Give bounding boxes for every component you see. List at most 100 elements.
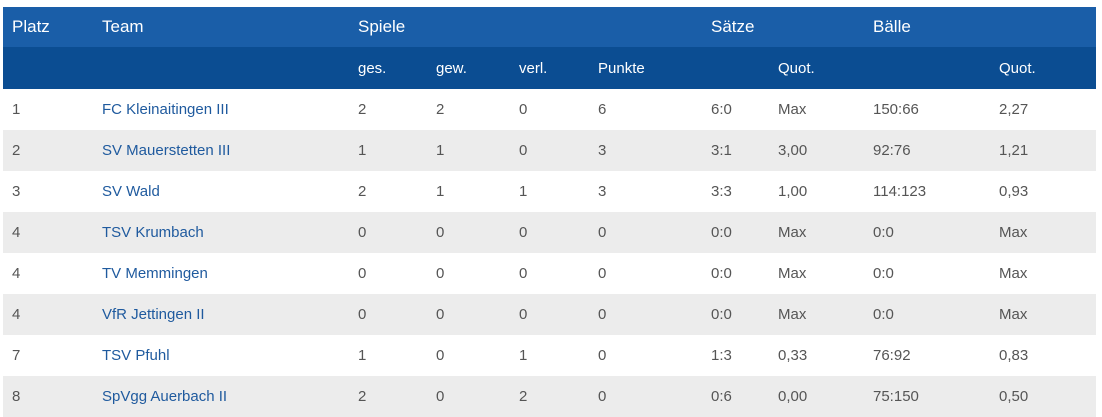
team-link[interactable]: TV Memmingen (102, 265, 208, 282)
table-row: 4 TV Memmingen 0 0 0 0 0:0 Max 0:0 Max (3, 253, 1096, 294)
cell-platz: 2 (3, 130, 102, 171)
cell-saetze: 1:3 (711, 335, 778, 376)
cell-saetze-quot: 3,00 (778, 130, 873, 171)
cell-baelle: 0:0 (873, 212, 999, 253)
cell-baelle: 0:0 (873, 294, 999, 335)
cell-team: SV Wald (102, 171, 358, 212)
header-ges: ges. (358, 47, 436, 89)
header-empty (778, 7, 873, 47)
cell-verl: 2 (519, 376, 598, 417)
cell-punkte: 0 (598, 335, 711, 376)
cell-verl: 0 (519, 253, 598, 294)
table-row: 4 VfR Jettingen II 0 0 0 0 0:0 Max 0:0 M… (3, 294, 1096, 335)
header-spiele: Spiele (358, 7, 436, 47)
cell-platz: 8 (3, 376, 102, 417)
cell-saetze-quot: Max (778, 253, 873, 294)
cell-gew: 0 (436, 253, 519, 294)
cell-baelle-quot: 0,50 (999, 376, 1096, 417)
cell-baelle-quot: Max (999, 253, 1096, 294)
header-saetze-quot: Quot. (778, 47, 873, 89)
cell-saetze-quot: 0,00 (778, 376, 873, 417)
cell-saetze: 0:0 (711, 212, 778, 253)
cell-saetze: 3:3 (711, 171, 778, 212)
team-link[interactable]: TSV Pfuhl (102, 347, 170, 364)
cell-platz: 3 (3, 171, 102, 212)
team-link[interactable]: VfR Jettingen II (102, 306, 205, 323)
cell-baelle-quot: Max (999, 294, 1096, 335)
cell-verl: 1 (519, 171, 598, 212)
cell-ges: 0 (358, 212, 436, 253)
cell-team: SV Mauerstetten III (102, 130, 358, 171)
team-link[interactable]: SV Wald (102, 183, 160, 200)
table-row: 3 SV Wald 2 1 1 3 3:3 1,00 114:123 0,93 (3, 171, 1096, 212)
cell-baelle-quot: 0,93 (999, 171, 1096, 212)
table-row: 8 SpVgg Auerbach II 2 0 2 0 0:6 0,00 75:… (3, 376, 1096, 417)
cell-baelle: 92:76 (873, 130, 999, 171)
header-team: Team (102, 7, 358, 47)
header-punkte: Punkte (598, 47, 711, 89)
cell-baelle-quot: 2,27 (999, 89, 1096, 130)
cell-gew: 0 (436, 212, 519, 253)
cell-verl: 1 (519, 335, 598, 376)
cell-platz: 4 (3, 294, 102, 335)
cell-baelle-quot: 1,21 (999, 130, 1096, 171)
cell-baelle: 75:150 (873, 376, 999, 417)
cell-team: TSV Pfuhl (102, 335, 358, 376)
table-row: 7 TSV Pfuhl 1 0 1 0 1:3 0,33 76:92 0,83 (3, 335, 1096, 376)
cell-saetze-quot: 0,33 (778, 335, 873, 376)
cell-platz: 4 (3, 212, 102, 253)
team-link[interactable]: SpVgg Auerbach II (102, 388, 228, 405)
cell-saetze: 3:1 (711, 130, 778, 171)
cell-baelle: 0:0 (873, 253, 999, 294)
cell-saetze-quot: Max (778, 212, 873, 253)
cell-punkte: 0 (598, 253, 711, 294)
cell-gew: 0 (436, 376, 519, 417)
header-row-sub: ges. gew. verl. Punkte Quot. Quot. (3, 47, 1096, 89)
team-link[interactable]: SV Mauerstetten III (102, 142, 231, 159)
cell-punkte: 0 (598, 212, 711, 253)
cell-saetze-quot: Max (778, 294, 873, 335)
cell-team: TSV Krumbach (102, 212, 358, 253)
cell-platz: 7 (3, 335, 102, 376)
cell-gew: 1 (436, 171, 519, 212)
cell-saetze-quot: Max (778, 89, 873, 130)
cell-team: VfR Jettingen II (102, 294, 358, 335)
table-row: 2 SV Mauerstetten III 1 1 0 3 3:1 3,00 9… (3, 130, 1096, 171)
cell-gew: 0 (436, 335, 519, 376)
header-baelle-quot: Quot. (999, 47, 1096, 89)
cell-ges: 0 (358, 294, 436, 335)
cell-ges: 0 (358, 253, 436, 294)
cell-platz: 1 (3, 89, 102, 130)
cell-gew: 1 (436, 130, 519, 171)
team-link[interactable]: FC Kleinaitingen III (102, 101, 229, 118)
cell-saetze: 0:0 (711, 294, 778, 335)
cell-ges: 2 (358, 89, 436, 130)
header-baelle: Bälle (873, 7, 999, 47)
standings-table: Platz Team Spiele Sätze Bälle ges. gew. … (3, 7, 1096, 417)
header-row-main: Platz Team Spiele Sätze Bälle (3, 7, 1096, 47)
cell-baelle-quot: Max (999, 212, 1096, 253)
header-gew: gew. (436, 47, 519, 89)
cell-ges: 2 (358, 376, 436, 417)
cell-saetze: 0:6 (711, 376, 778, 417)
cell-verl: 0 (519, 130, 598, 171)
table-row: 4 TSV Krumbach 0 0 0 0 0:0 Max 0:0 Max (3, 212, 1096, 253)
cell-saetze: 6:0 (711, 89, 778, 130)
header-empty (873, 47, 999, 89)
cell-baelle-quot: 0,83 (999, 335, 1096, 376)
cell-gew: 0 (436, 294, 519, 335)
cell-platz: 4 (3, 253, 102, 294)
cell-punkte: 6 (598, 89, 711, 130)
cell-punkte: 0 (598, 294, 711, 335)
cell-team: TV Memmingen (102, 253, 358, 294)
team-link[interactable]: TSV Krumbach (102, 224, 204, 241)
cell-baelle: 114:123 (873, 171, 999, 212)
cell-saetze: 0:0 (711, 253, 778, 294)
cell-verl: 0 (519, 89, 598, 130)
header-empty (711, 47, 778, 89)
cell-ges: 2 (358, 171, 436, 212)
header-platz: Platz (3, 7, 102, 47)
header-empty (999, 7, 1096, 47)
cell-team: FC Kleinaitingen III (102, 89, 358, 130)
cell-ges: 1 (358, 130, 436, 171)
